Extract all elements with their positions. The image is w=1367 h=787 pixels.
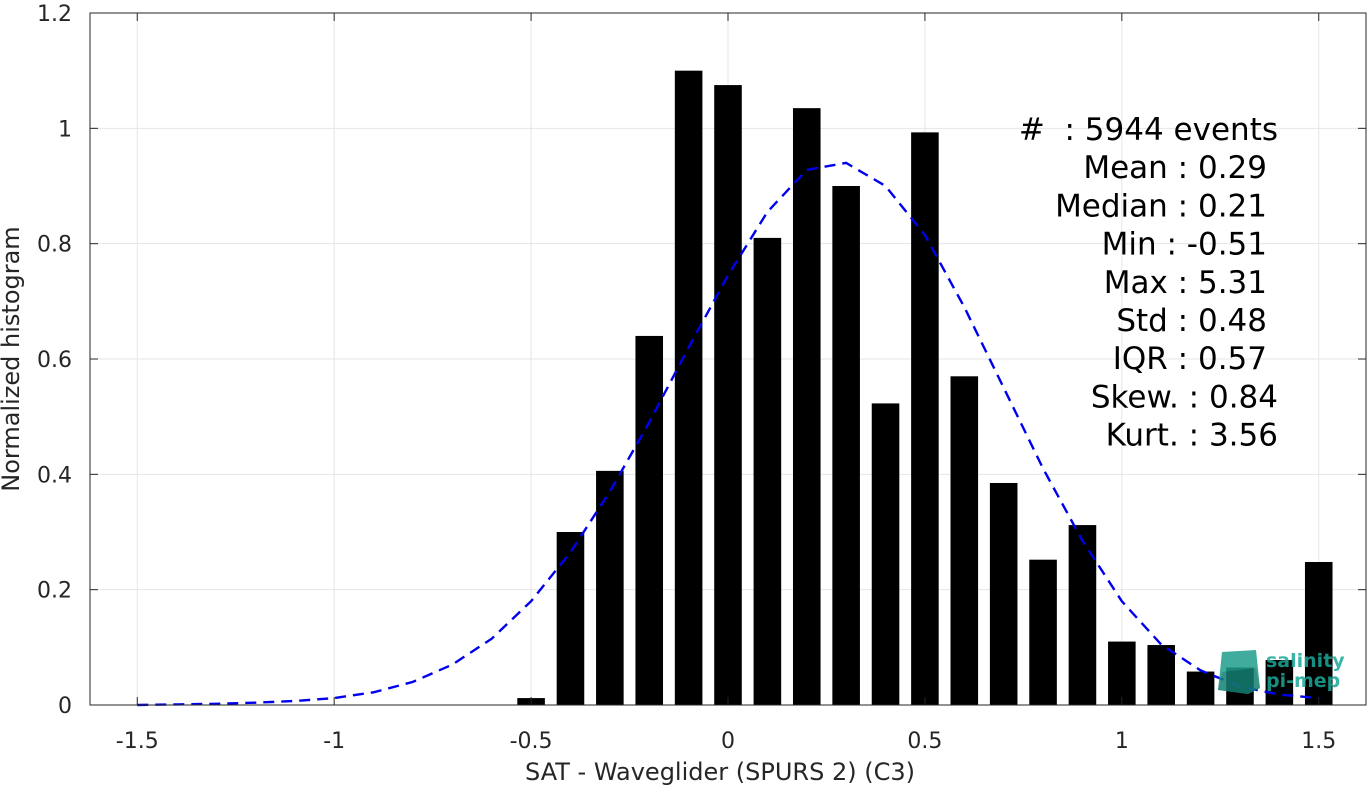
histogram-bar [1029, 559, 1057, 705]
y-tick-label: 0.2 [37, 579, 72, 604]
histogram-bar [1265, 660, 1294, 705]
stat-line: Mean : 0.29 [1083, 150, 1267, 186]
histogram-bar [714, 85, 742, 706]
histogram-bar [753, 237, 782, 705]
histogram-bar [1304, 561, 1333, 705]
x-tick-label: -0.5 [510, 729, 553, 754]
histogram-bar [674, 70, 703, 705]
stat-line: Min : -0.51 [1102, 227, 1267, 263]
histogram-bar [871, 403, 900, 705]
stat-line: IQR : 0.57 [1113, 341, 1267, 377]
histogram-bar [556, 532, 585, 705]
x-tick-label: 1 [1115, 729, 1129, 754]
x-tick-label: 1.5 [1301, 729, 1336, 754]
x-tick-label: -1.5 [116, 729, 159, 754]
y-axis-label: Normalized histogram [0, 226, 25, 491]
x-axis-label: SAT - Waveglider (SPURS 2) (C3) [525, 758, 915, 786]
y-tick-label: 0.4 [37, 463, 72, 488]
x-tick-label: 0.5 [907, 729, 942, 754]
histogram-bar [989, 482, 1018, 705]
stat-line: Std : 0.48 [1116, 303, 1267, 339]
y-tick-label: 1 [58, 117, 72, 142]
fit-curve [137, 161, 1319, 707]
stat-line: # : 5944 events [1019, 112, 1278, 148]
histogram-bar [635, 335, 664, 705]
logo-mark-shade [1218, 668, 1260, 694]
histogram-bar [832, 186, 860, 705]
x-axis: -1.5 -1 -0.5 0 0.5 1 1.5 [116, 13, 1336, 754]
histogram-bar [792, 108, 821, 705]
y-tick-label: 0 [58, 694, 72, 719]
logo-line1: salinity [1266, 650, 1345, 672]
stat-line: Skew. : 0.84 [1091, 379, 1278, 415]
histogram-bars [517, 70, 1333, 706]
histogram-bar [1147, 645, 1175, 705]
histogram-bar [596, 470, 624, 705]
x-tick-label: -1 [323, 729, 345, 754]
y-axis: 0 0.2 0.4 0.6 0.8 1 1.2 [37, 2, 1366, 719]
x-tick-label: 0 [721, 729, 735, 754]
histogram-bar [1186, 671, 1215, 705]
y-tick-label: 0.8 [37, 233, 72, 258]
histogram-bar [1108, 641, 1136, 705]
y-tick-label: 0.6 [37, 348, 72, 373]
histogram-bar [950, 376, 979, 705]
stat-line: Max : 5.31 [1104, 265, 1267, 301]
stat-line: Kurt. : 3.56 [1106, 418, 1278, 454]
y-tick-label: 1.2 [37, 2, 72, 27]
logo-line2: pi-mep [1266, 670, 1340, 692]
histogram-bar [1068, 525, 1097, 705]
salinity-pimep-logo: salinity pi-mep [1218, 650, 1345, 694]
stat-line: Median : 0.21 [1055, 188, 1267, 224]
histogram-bar [911, 132, 939, 705]
